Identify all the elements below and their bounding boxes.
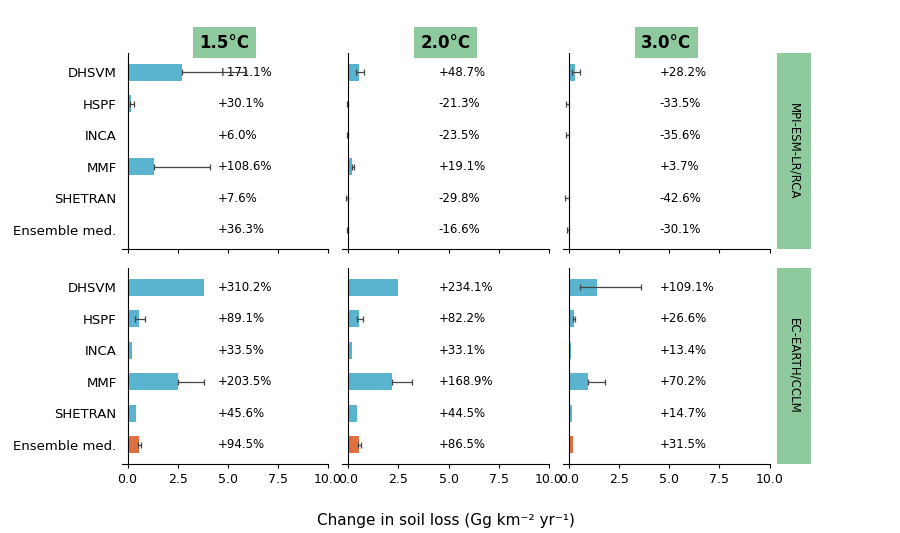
Text: +86.5%: +86.5% — [438, 438, 485, 451]
Title: 1.5°C: 1.5°C — [200, 34, 249, 52]
Bar — [128, 221, 129, 238]
Bar — [128, 436, 139, 454]
Bar — [348, 436, 359, 454]
Text: -16.6%: -16.6% — [438, 223, 481, 236]
Bar — [128, 279, 203, 296]
Text: +89.1%: +89.1% — [218, 312, 265, 325]
Text: +234.1%: +234.1% — [438, 281, 493, 294]
Bar — [128, 405, 136, 422]
Bar — [128, 95, 131, 112]
Bar — [569, 342, 571, 359]
Text: MPI-ESM-LR/RCA: MPI-ESM-LR/RCA — [788, 103, 800, 199]
Text: -33.5%: -33.5% — [660, 97, 701, 110]
Text: +28.2%: +28.2% — [660, 66, 706, 79]
Bar — [569, 436, 573, 454]
Text: Change in soil loss (Gg km⁻² yr⁻¹): Change in soil loss (Gg km⁻² yr⁻¹) — [317, 513, 574, 528]
Text: +7.6%: +7.6% — [218, 192, 257, 205]
Bar — [348, 342, 352, 359]
Text: +108.6%: +108.6% — [218, 160, 272, 173]
Bar — [128, 373, 177, 390]
Text: +31.5%: +31.5% — [660, 438, 706, 451]
Text: +70.2%: +70.2% — [660, 375, 706, 388]
Bar — [128, 63, 182, 81]
Text: -23.5%: -23.5% — [438, 129, 480, 142]
Bar — [569, 63, 575, 81]
Text: +13.4%: +13.4% — [660, 344, 706, 357]
Text: +48.7%: +48.7% — [438, 66, 486, 79]
Text: +19.1%: +19.1% — [438, 160, 486, 173]
Text: +203.5%: +203.5% — [218, 375, 272, 388]
Bar — [128, 310, 139, 327]
Bar — [348, 310, 359, 327]
Title: 3.0°C: 3.0°C — [642, 34, 691, 52]
Text: +6.0%: +6.0% — [218, 129, 257, 142]
Text: +171.1%: +171.1% — [218, 66, 273, 79]
Text: +14.7%: +14.7% — [660, 407, 706, 420]
Bar — [348, 158, 352, 175]
Text: +168.9%: +168.9% — [438, 375, 493, 388]
Title: 2.0°C: 2.0°C — [420, 34, 471, 52]
Bar — [348, 279, 399, 296]
Text: +94.5%: +94.5% — [218, 438, 265, 451]
Bar — [569, 405, 572, 422]
Text: +82.2%: +82.2% — [438, 312, 486, 325]
Text: +36.3%: +36.3% — [218, 223, 265, 236]
Text: +33.5%: +33.5% — [218, 344, 265, 357]
Bar — [128, 342, 132, 359]
Bar — [569, 310, 573, 327]
Text: +30.1%: +30.1% — [218, 97, 265, 110]
Bar — [348, 63, 359, 81]
Text: -35.6%: -35.6% — [660, 129, 701, 142]
Text: +33.1%: +33.1% — [438, 344, 485, 357]
Text: +45.6%: +45.6% — [218, 407, 265, 420]
Text: -29.8%: -29.8% — [438, 192, 480, 205]
Bar — [348, 405, 356, 422]
Text: -42.6%: -42.6% — [660, 192, 701, 205]
Text: +310.2%: +310.2% — [218, 281, 272, 294]
Text: EC-EARTH/CCLM: EC-EARTH/CCLM — [788, 318, 800, 414]
Text: +3.7%: +3.7% — [660, 160, 699, 173]
Bar — [348, 373, 392, 390]
Text: +109.1%: +109.1% — [660, 281, 714, 294]
Text: +26.6%: +26.6% — [660, 312, 706, 325]
Text: +44.5%: +44.5% — [438, 407, 486, 420]
Bar — [569, 373, 589, 390]
Bar — [128, 190, 129, 207]
Text: -21.3%: -21.3% — [438, 97, 480, 110]
Text: -30.1%: -30.1% — [660, 223, 701, 236]
Bar — [569, 279, 598, 296]
Bar — [128, 158, 154, 175]
